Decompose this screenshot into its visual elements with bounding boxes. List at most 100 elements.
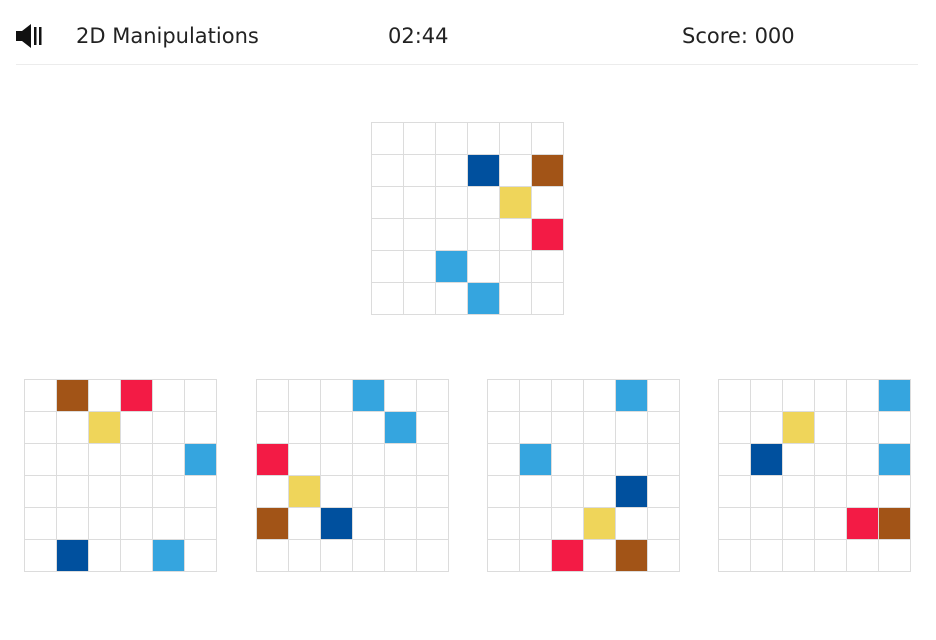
empty-cell[interactable]: [57, 508, 89, 540]
empty-cell[interactable]: [89, 444, 121, 476]
empty-cell[interactable]: [89, 508, 121, 540]
colored-cell[interactable]: [879, 444, 911, 476]
empty-cell[interactable]: [648, 508, 680, 540]
empty-cell[interactable]: [185, 380, 217, 412]
empty-cell[interactable]: [385, 380, 417, 412]
colored-cell[interactable]: [616, 476, 648, 508]
colored-cell[interactable]: [783, 412, 815, 444]
empty-cell[interactable]: [552, 508, 584, 540]
empty-cell[interactable]: [815, 508, 847, 540]
colored-cell[interactable]: [385, 412, 417, 444]
empty-cell[interactable]: [520, 380, 552, 412]
empty-cell[interactable]: [153, 476, 185, 508]
empty-cell[interactable]: [321, 540, 353, 572]
empty-cell[interactable]: [520, 540, 552, 572]
empty-cell[interactable]: [584, 412, 616, 444]
empty-cell[interactable]: [417, 476, 449, 508]
empty-cell[interactable]: [153, 412, 185, 444]
colored-cell[interactable]: [879, 380, 911, 412]
empty-cell[interactable]: [879, 476, 911, 508]
empty-cell[interactable]: [648, 540, 680, 572]
empty-cell[interactable]: [121, 444, 153, 476]
colored-cell[interactable]: [879, 508, 911, 540]
empty-cell[interactable]: [417, 540, 449, 572]
empty-cell[interactable]: [257, 540, 289, 572]
empty-cell[interactable]: [520, 508, 552, 540]
empty-cell[interactable]: [488, 540, 520, 572]
empty-cell[interactable]: [153, 444, 185, 476]
empty-cell[interactable]: [847, 444, 879, 476]
empty-cell[interactable]: [552, 380, 584, 412]
empty-cell[interactable]: [417, 508, 449, 540]
empty-cell[interactable]: [353, 476, 385, 508]
empty-cell[interactable]: [257, 412, 289, 444]
empty-cell[interactable]: [616, 444, 648, 476]
empty-cell[interactable]: [783, 380, 815, 412]
empty-cell[interactable]: [847, 476, 879, 508]
empty-cell[interactable]: [89, 476, 121, 508]
empty-cell[interactable]: [488, 476, 520, 508]
colored-cell[interactable]: [353, 380, 385, 412]
empty-cell[interactable]: [25, 380, 57, 412]
empty-cell[interactable]: [552, 444, 584, 476]
empty-cell[interactable]: [751, 540, 783, 572]
colored-cell[interactable]: [552, 540, 584, 572]
empty-cell[interactable]: [121, 476, 153, 508]
empty-cell[interactable]: [648, 476, 680, 508]
empty-cell[interactable]: [321, 476, 353, 508]
empty-cell[interactable]: [648, 412, 680, 444]
empty-cell[interactable]: [719, 476, 751, 508]
empty-cell[interactable]: [57, 412, 89, 444]
empty-cell[interactable]: [847, 412, 879, 444]
empty-cell[interactable]: [751, 476, 783, 508]
empty-cell[interactable]: [879, 412, 911, 444]
empty-cell[interactable]: [751, 508, 783, 540]
empty-cell[interactable]: [552, 412, 584, 444]
empty-cell[interactable]: [719, 412, 751, 444]
colored-cell[interactable]: [584, 508, 616, 540]
empty-cell[interactable]: [353, 540, 385, 572]
colored-cell[interactable]: [57, 540, 89, 572]
empty-cell[interactable]: [417, 412, 449, 444]
answer-option-2[interactable]: [256, 379, 449, 572]
empty-cell[interactable]: [488, 380, 520, 412]
empty-cell[interactable]: [616, 508, 648, 540]
empty-cell[interactable]: [385, 540, 417, 572]
empty-cell[interactable]: [57, 476, 89, 508]
empty-cell[interactable]: [353, 508, 385, 540]
colored-cell[interactable]: [616, 380, 648, 412]
empty-cell[interactable]: [121, 412, 153, 444]
empty-cell[interactable]: [815, 444, 847, 476]
empty-cell[interactable]: [616, 412, 648, 444]
empty-cell[interactable]: [783, 444, 815, 476]
colored-cell[interactable]: [751, 444, 783, 476]
empty-cell[interactable]: [353, 444, 385, 476]
empty-cell[interactable]: [89, 380, 121, 412]
empty-cell[interactable]: [751, 412, 783, 444]
empty-cell[interactable]: [289, 380, 321, 412]
empty-cell[interactable]: [783, 540, 815, 572]
empty-cell[interactable]: [289, 444, 321, 476]
empty-cell[interactable]: [520, 476, 552, 508]
empty-cell[interactable]: [879, 540, 911, 572]
empty-cell[interactable]: [719, 444, 751, 476]
colored-cell[interactable]: [847, 508, 879, 540]
empty-cell[interactable]: [321, 380, 353, 412]
empty-cell[interactable]: [815, 476, 847, 508]
answer-option-4[interactable]: [718, 379, 911, 572]
empty-cell[interactable]: [321, 444, 353, 476]
colored-cell[interactable]: [57, 380, 89, 412]
empty-cell[interactable]: [25, 476, 57, 508]
empty-cell[interactable]: [153, 508, 185, 540]
answer-option-1[interactable]: [24, 379, 217, 572]
sound-toggle-button[interactable]: [16, 22, 46, 50]
colored-cell[interactable]: [257, 444, 289, 476]
empty-cell[interactable]: [584, 444, 616, 476]
empty-cell[interactable]: [488, 444, 520, 476]
empty-cell[interactable]: [321, 412, 353, 444]
empty-cell[interactable]: [520, 412, 552, 444]
empty-cell[interactable]: [25, 508, 57, 540]
empty-cell[interactable]: [648, 380, 680, 412]
empty-cell[interactable]: [584, 380, 616, 412]
empty-cell[interactable]: [751, 380, 783, 412]
